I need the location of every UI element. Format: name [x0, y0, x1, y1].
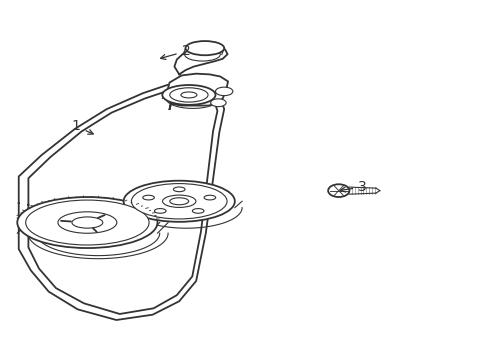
Polygon shape — [349, 187, 375, 194]
Text: 1: 1 — [72, 120, 93, 134]
Ellipse shape — [327, 184, 349, 197]
Ellipse shape — [131, 184, 226, 219]
Ellipse shape — [169, 198, 188, 205]
Ellipse shape — [123, 181, 234, 222]
Ellipse shape — [154, 208, 166, 213]
Polygon shape — [167, 74, 227, 109]
Text: 3: 3 — [340, 180, 366, 194]
Ellipse shape — [17, 197, 157, 248]
Ellipse shape — [203, 195, 215, 200]
Ellipse shape — [185, 41, 224, 55]
Ellipse shape — [142, 195, 154, 200]
Ellipse shape — [181, 92, 197, 98]
Ellipse shape — [215, 87, 232, 96]
Ellipse shape — [192, 208, 203, 213]
Ellipse shape — [162, 85, 215, 105]
Ellipse shape — [169, 88, 207, 102]
Ellipse shape — [58, 212, 117, 233]
Ellipse shape — [173, 187, 184, 192]
Ellipse shape — [72, 217, 102, 228]
Ellipse shape — [162, 195, 196, 207]
Ellipse shape — [184, 48, 220, 61]
Polygon shape — [174, 45, 227, 75]
Ellipse shape — [26, 200, 149, 245]
Text: 2: 2 — [160, 44, 190, 59]
Ellipse shape — [210, 99, 225, 107]
